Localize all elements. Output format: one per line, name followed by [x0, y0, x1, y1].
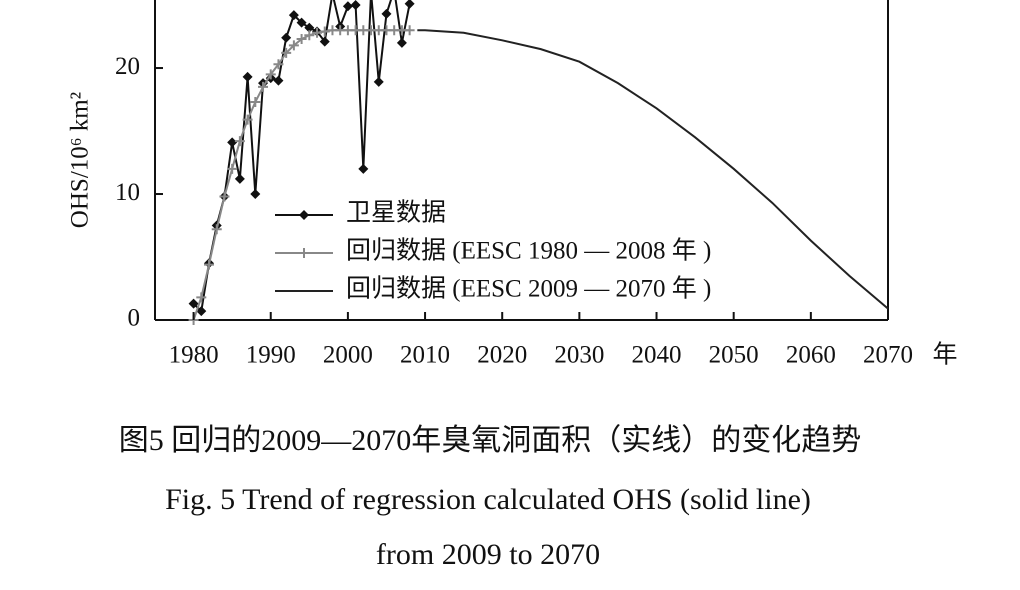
y-tick-label: 0: [128, 305, 141, 332]
data-point: [258, 81, 269, 92]
data-point: [319, 36, 330, 47]
series-line: [417, 29, 889, 310]
x-tick-label: 2020: [477, 342, 527, 369]
x-axis-label: 年: [932, 341, 957, 369]
data-point: [196, 306, 207, 317]
data-point: [288, 10, 299, 21]
data-point: [373, 76, 384, 87]
legend-label: 回归数据 (EESC 2009 — 2070 年 ): [346, 275, 711, 303]
plot-area: [188, 0, 889, 325]
data-point: [250, 189, 261, 200]
legend-label: 卫星数据: [346, 199, 446, 227]
x-tick-label: 2040: [632, 342, 682, 369]
data-point: [204, 259, 215, 270]
data-point: [288, 40, 299, 51]
data-point: [396, 37, 407, 48]
caption-en: from 2009 to 2070: [376, 538, 600, 571]
data-point: [196, 292, 207, 303]
legend-marker: [299, 248, 309, 258]
data-point: [281, 47, 292, 58]
data-point: [242, 114, 253, 125]
data-point: [219, 191, 230, 202]
data-point: [242, 71, 253, 82]
data-point: [319, 26, 330, 37]
x-tick-label: 2030: [554, 342, 604, 369]
data-point: [304, 30, 315, 41]
data-point: [312, 27, 323, 38]
data-point: [404, 0, 415, 9]
legend-label: 回归数据 (EESC 1980 — 2008 年 ): [346, 237, 711, 265]
x-tick-label: 2010: [400, 342, 450, 369]
x-tick-label: 2050: [709, 342, 759, 369]
data-point: [342, 1, 353, 12]
y-axis-label: OHS/10⁶ km²: [67, 92, 94, 228]
data-point: [296, 34, 307, 45]
data-point: [281, 32, 292, 43]
x-tick-label: 2070: [863, 342, 913, 369]
y-tick-label: 10: [115, 179, 140, 206]
data-point: [234, 136, 245, 147]
data-point: [296, 17, 307, 28]
caption-cn: 图5 回归的2009—2070年臭氧洞面积（实线）的变化趋势: [119, 424, 862, 457]
data-point: [350, 0, 361, 11]
caption-en: Fig. 5 Trend of regression calculated OH…: [165, 483, 811, 516]
data-point: [404, 25, 415, 36]
x-tick-label: 2000: [323, 342, 373, 369]
x-tick-label: 1980: [169, 342, 219, 369]
data-point: [234, 173, 245, 184]
data-point: [227, 137, 238, 148]
data-point: [227, 163, 238, 174]
x-tick-label: 2060: [786, 342, 836, 369]
data-point: [273, 59, 284, 70]
data-point: [273, 75, 284, 86]
x-tick-label: 1990: [246, 342, 296, 369]
legend-marker: [299, 210, 309, 220]
data-point: [358, 163, 369, 174]
y-tick-label: 20: [115, 53, 140, 80]
data-point: [250, 97, 261, 108]
data-point: [304, 22, 315, 33]
data-point: [381, 8, 392, 19]
data-point: [265, 69, 276, 80]
data-point: [188, 298, 199, 309]
data-point: [211, 224, 222, 235]
